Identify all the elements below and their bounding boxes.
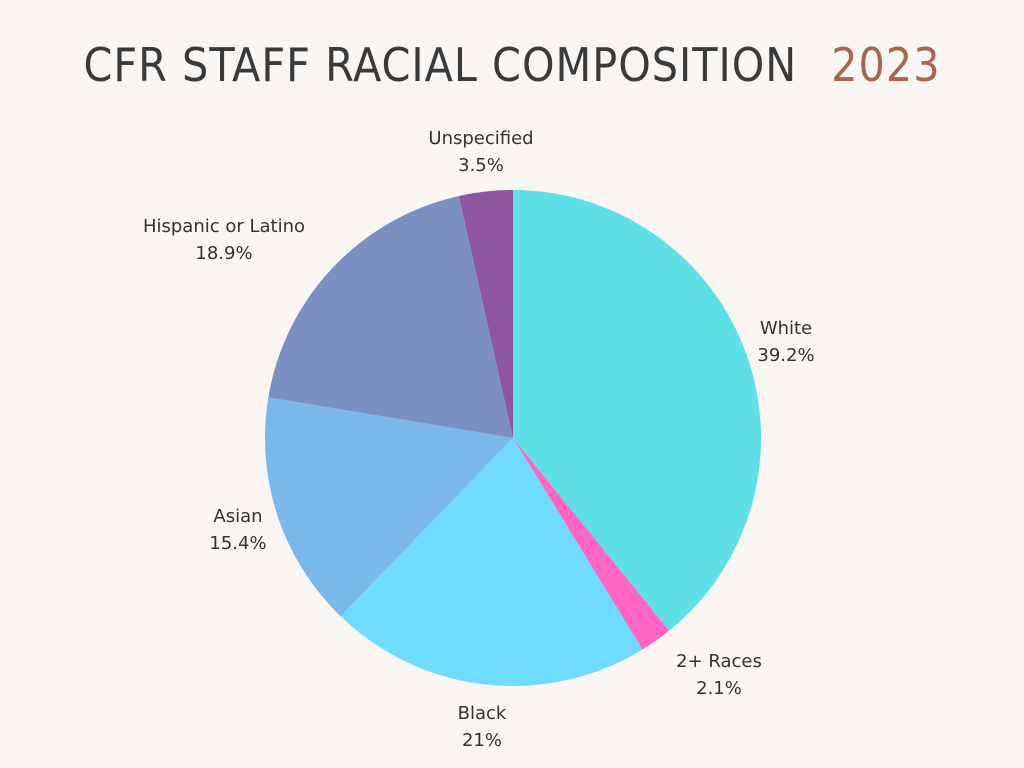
slice-label: 2+ Races: [676, 651, 762, 672]
pie-slice-unspecified: [458, 190, 513, 438]
slice-value-label: 15.4%: [209, 533, 266, 554]
pie-slice-white: [513, 190, 762, 631]
pie-slice-asian: [265, 397, 513, 617]
slice-label: White: [760, 318, 812, 339]
title-text: CFR STAFF RACIAL COMPOSITION: [83, 38, 798, 92]
slice-label: Unspecified: [428, 128, 533, 149]
slice-label: Black: [458, 703, 507, 724]
slice-value-label: 18.9%: [195, 243, 252, 264]
title-year: 2023: [831, 38, 941, 92]
pie-labels: White 39.2% 2+ Races 2.1% Black 21% Asian 15.4%…: [143, 128, 815, 751]
slice-label: Asian: [213, 506, 262, 527]
slice-value-label: 39.2%: [757, 345, 814, 366]
pie-slice-2-races: [513, 438, 670, 650]
pie-slices: [265, 190, 762, 687]
slice-value-label: 3.5%: [458, 155, 504, 176]
slice-value-label: 21%: [462, 730, 502, 751]
slice-value-label: 2.1%: [696, 678, 742, 699]
chart-title: CFR STAFF RACIAL COMPOSITION 2023: [0, 38, 1024, 92]
slice-label: Hispanic or Latino: [143, 216, 305, 237]
pie-slice-black: [340, 438, 643, 687]
pie-slice-hispanic-or-latino: [268, 195, 513, 438]
